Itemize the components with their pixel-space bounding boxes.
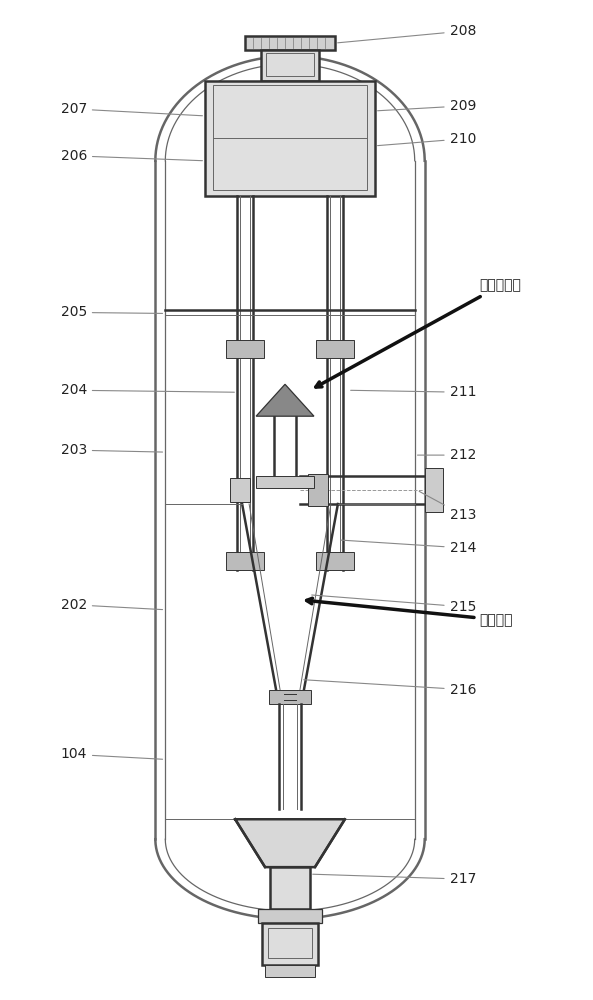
Bar bbox=[262, 923, 318, 965]
Bar bbox=[213, 85, 367, 190]
Bar bbox=[257, 909, 323, 923]
Bar bbox=[256, 476, 314, 488]
Text: 二级微旋流: 二级微旋流 bbox=[316, 279, 521, 387]
Text: 208: 208 bbox=[337, 24, 476, 43]
Text: 215: 215 bbox=[312, 595, 476, 614]
Polygon shape bbox=[256, 384, 314, 416]
Text: 217: 217 bbox=[313, 872, 476, 886]
Text: 216: 216 bbox=[304, 680, 476, 697]
Text: 211: 211 bbox=[350, 385, 476, 399]
Bar bbox=[316, 340, 354, 358]
Text: 213: 213 bbox=[419, 491, 476, 522]
Bar bbox=[316, 552, 354, 570]
Bar bbox=[226, 552, 264, 570]
Bar bbox=[205, 81, 375, 196]
Text: 203: 203 bbox=[60, 443, 162, 457]
Bar bbox=[425, 468, 442, 512]
Bar bbox=[266, 53, 314, 76]
Text: 202: 202 bbox=[60, 598, 162, 612]
Text: 214: 214 bbox=[340, 540, 476, 555]
Text: 104: 104 bbox=[60, 747, 162, 761]
Text: 一级旋流: 一级旋流 bbox=[307, 598, 513, 627]
Bar bbox=[265, 965, 315, 977]
Bar bbox=[269, 690, 311, 704]
Bar bbox=[270, 867, 310, 909]
Bar bbox=[268, 928, 312, 958]
Bar bbox=[226, 340, 264, 358]
Bar bbox=[261, 50, 319, 81]
Text: 212: 212 bbox=[417, 448, 476, 462]
Bar bbox=[245, 36, 335, 50]
Bar bbox=[230, 478, 250, 502]
Text: 209: 209 bbox=[378, 99, 476, 113]
Text: 207: 207 bbox=[60, 102, 202, 116]
Text: 210: 210 bbox=[378, 132, 476, 146]
Text: 204: 204 bbox=[60, 383, 234, 397]
Text: 205: 205 bbox=[60, 305, 162, 319]
Polygon shape bbox=[235, 819, 345, 867]
Bar bbox=[308, 474, 328, 506]
Text: 206: 206 bbox=[60, 149, 202, 163]
